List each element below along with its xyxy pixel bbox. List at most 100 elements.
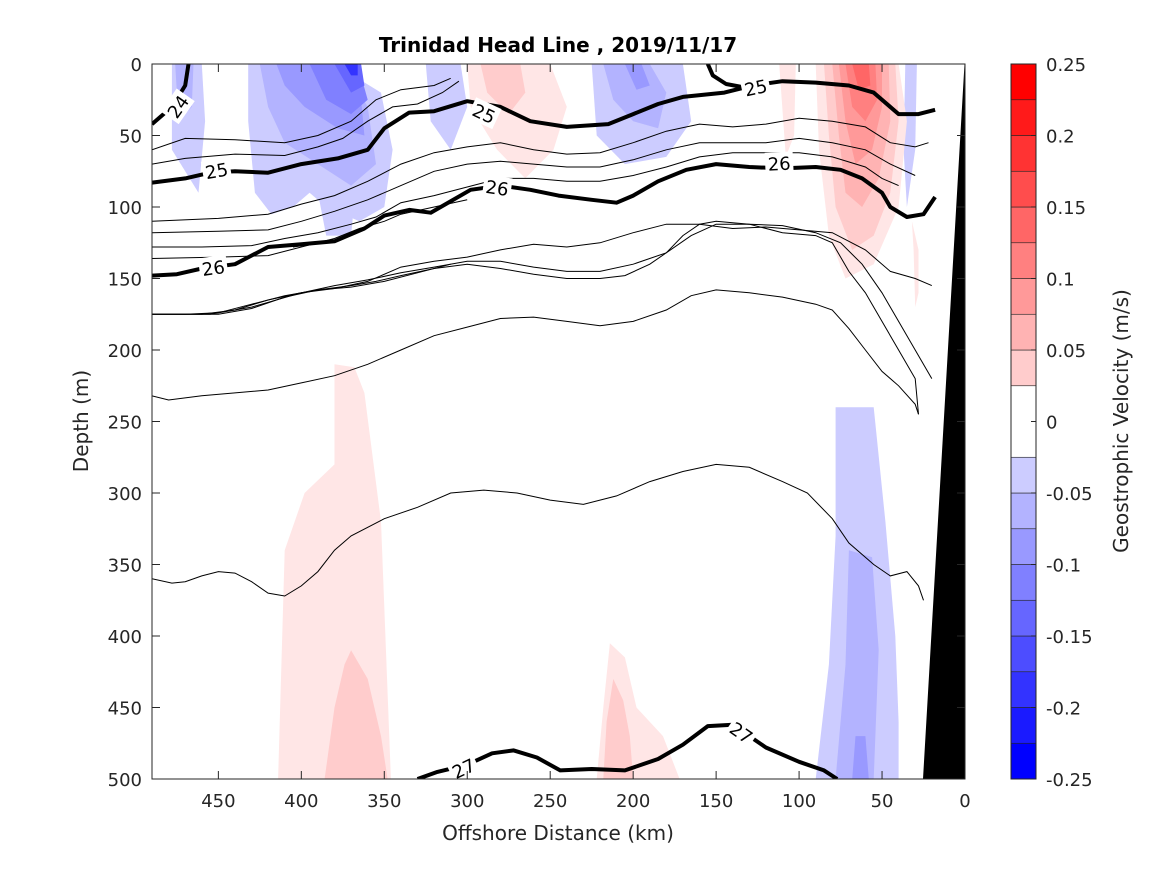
velocity-region — [852, 736, 869, 779]
contour-label-text: 26 — [484, 177, 510, 201]
density-contour-line — [152, 220, 919, 415]
density-contour-line — [152, 117, 929, 222]
velocity-region — [624, 64, 650, 90]
chart-title: Trinidad Head Line , 2019/11/17 — [379, 33, 737, 57]
x-tick-label: 100 — [782, 791, 816, 812]
colorbar-swatch — [1010, 170, 1037, 208]
y-tick-label: 100 — [108, 198, 142, 219]
x-tick-label: 150 — [699, 791, 733, 812]
x-axis: 450 400 350 300 250 200 150 100 50 0 — [201, 64, 971, 812]
x-tick-label: 250 — [533, 791, 567, 812]
colorbar-swatch — [1010, 707, 1037, 744]
velocity-region — [852, 64, 871, 90]
contour-label-background — [739, 73, 772, 101]
colorbar-swatch — [1010, 349, 1037, 387]
contour-label: 26 — [197, 254, 229, 281]
contour-label-background — [160, 88, 195, 125]
velocity-region — [480, 64, 526, 115]
density-contour-25 — [152, 79, 936, 185]
colorbar-tick-label: -0.05 — [1046, 484, 1093, 505]
velocity-region — [324, 650, 388, 779]
colorbar-tick-label: -0.15 — [1046, 627, 1093, 648]
colorbar-swatch — [1010, 456, 1037, 494]
colorbar-swatch — [1010, 564, 1037, 601]
density-contour-line — [152, 152, 899, 248]
colorbar-swatch — [1010, 599, 1037, 637]
colorbar-swatch — [1010, 63, 1037, 101]
colorbar-tick-label: -0.1 — [1046, 556, 1081, 577]
density-contour-25 — [705, 64, 750, 91]
density-contour-line — [152, 463, 924, 601]
contour-label-background — [481, 174, 513, 201]
y-tick-label: 200 — [108, 341, 142, 362]
colorbar-tick-label: -0.25 — [1046, 770, 1093, 791]
colorbar-tick-label: 0.1 — [1046, 270, 1075, 291]
y-tick-label: 350 — [108, 556, 142, 577]
y-axis: 0 50 100 150 200 250 300 350 400 450 500 — [108, 55, 965, 791]
contour-label-background — [723, 715, 760, 750]
velocity-region — [344, 64, 358, 76]
density-contour-27 — [416, 722, 839, 779]
colorbar-tick-label: 0.05 — [1046, 341, 1086, 362]
y-tick-label: 250 — [108, 413, 142, 434]
colorbar-swatch — [1010, 278, 1037, 315]
colorbar-label: Geostrophic Velocity (m/s) — [1109, 289, 1133, 553]
colorbar-swatch — [1010, 492, 1037, 530]
x-tick-label: 0 — [959, 791, 970, 812]
x-tick-label: 350 — [367, 791, 401, 812]
contour-label-background — [200, 157, 233, 184]
velocity-region — [911, 221, 919, 308]
contour-label-text: 26 — [201, 257, 227, 281]
density-contour-line — [152, 223, 933, 379]
contour-label-text: 25 — [204, 159, 230, 184]
colorbar: 0.25 0.2 0.15 0.1 0.05 0 -0.05 -0.1 -0.15 -0.2 -0.… — [1010, 55, 1093, 791]
y-tick-label: 400 — [108, 627, 142, 648]
x-axis-label: Offshore Distance (km) — [442, 821, 674, 845]
colorbar-tick-label: 0.25 — [1046, 55, 1086, 76]
x-tick-label: 200 — [616, 791, 650, 812]
contour-label-text: 25 — [743, 76, 770, 101]
colorbar-swatch — [1010, 99, 1037, 136]
y-tick-label: 0 — [131, 55, 142, 76]
colorbar-swatch — [1010, 742, 1037, 780]
contour-label: 25 — [739, 73, 772, 101]
contour-label: 25 — [200, 157, 233, 184]
density-contour-line — [152, 77, 451, 151]
seafloor-shape — [922, 64, 965, 779]
density-contour-line — [152, 80, 460, 165]
velocity-region — [779, 64, 796, 157]
x-tick-label: 400 — [284, 791, 318, 812]
contour-label: 26 — [764, 151, 794, 176]
contour-label-background — [466, 97, 502, 130]
contour-label: 26 — [481, 174, 513, 201]
y-tick-label: 50 — [119, 127, 142, 148]
contour-label-background — [446, 752, 481, 784]
x-tick-label: 50 — [871, 791, 894, 812]
density-contour-line — [152, 289, 919, 415]
colorbar-swatch — [1010, 635, 1037, 673]
colorbar-tick-label: 0.15 — [1046, 198, 1086, 219]
density-labeled-contours — [152, 64, 937, 779]
x-tick-label: 450 — [201, 791, 235, 812]
y-tick-label: 150 — [108, 270, 142, 291]
colorbar-tick-label: -0.2 — [1046, 699, 1081, 720]
colorbar-tick-label: 0.2 — [1046, 127, 1075, 148]
y-axis-label: Depth (m) — [69, 370, 93, 472]
colorbar-swatch — [1010, 313, 1037, 351]
velocity-region — [835, 550, 879, 779]
density-contour-26 — [152, 162, 937, 278]
y-tick-label: 450 — [108, 699, 142, 720]
x-tick-label: 300 — [450, 791, 484, 812]
colorbar-swatch — [1010, 671, 1037, 708]
colorbar-tick-label: 0 — [1046, 413, 1057, 434]
colorbar-swatch — [1010, 135, 1037, 172]
velocity-region — [603, 678, 634, 779]
density-thin-contours — [152, 77, 933, 601]
velocity-fill-layer — [171, 64, 919, 779]
colorbar-swatch — [1010, 242, 1037, 279]
contour-label-background — [764, 151, 794, 175]
velocity-region — [317, 192, 355, 236]
bathymetry — [922, 64, 965, 779]
y-tick-label: 300 — [108, 484, 142, 505]
